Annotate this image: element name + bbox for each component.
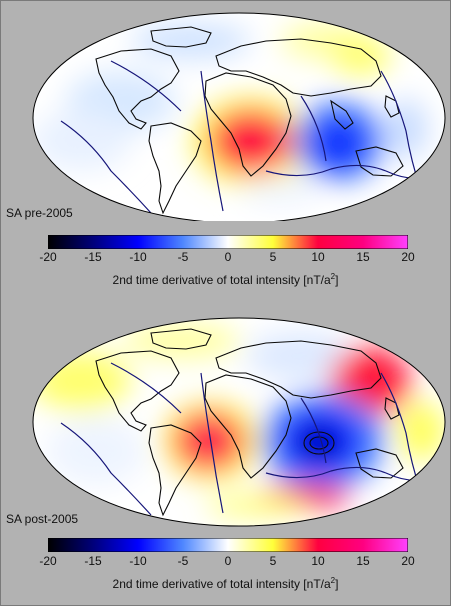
caption-text: 2nd time derivative of total intensity [… [112, 273, 331, 287]
map-pre-2005 [32, 12, 446, 221]
tick-label: 20 [401, 250, 415, 264]
tick-label: 5 [269, 250, 277, 264]
colorbar [47, 537, 409, 553]
tick-label: 0 [224, 250, 232, 264]
caption-superscript: 2 [330, 272, 336, 281]
colorbar-ticks: -20 -15 -10 -5 0 5 10 15 20 [39, 250, 414, 266]
caption-superscript: 2 [330, 576, 336, 585]
tick-label: -10 [129, 554, 147, 568]
panel-post-2005: SA post-2005 [1, 301, 450, 605]
tick-label: 20 [401, 554, 415, 568]
panel-pre-2005: SA pre-2005 [1, 1, 450, 301]
colorbar-gradient [47, 537, 409, 553]
tick-label: -20 [39, 554, 57, 568]
tick-label: 0 [224, 554, 232, 568]
caption-text: 2nd time derivative of total intensity [… [112, 577, 331, 591]
colorbar-caption: 2nd time derivative of total intensity [… [1, 272, 450, 287]
colorbar-ticks: -20 -15 -10 -5 0 5 10 15 20 [39, 554, 414, 570]
tick-label: -5 [177, 250, 189, 264]
caption-tail: ] [335, 273, 339, 287]
colorbar [47, 234, 409, 250]
colorbar-caption: 2nd time derivative of total intensity [… [1, 576, 450, 591]
tick-label: 5 [269, 554, 277, 568]
tick-label: -20 [39, 250, 57, 264]
tick-label: 10 [311, 554, 325, 568]
tick-label: 15 [356, 250, 370, 264]
panel-label: SA post-2005 [6, 512, 79, 526]
caption-tail: ] [335, 577, 339, 591]
colorbar-gradient [47, 234, 409, 250]
tick-label: -15 [84, 250, 102, 264]
tick-label: 15 [356, 554, 370, 568]
map-post-2005 [32, 317, 446, 527]
tick-label: 10 [311, 250, 325, 264]
tick-label: -10 [129, 250, 147, 264]
panel-label: SA pre-2005 [6, 206, 73, 220]
tick-label: -5 [177, 554, 189, 568]
tick-label: -15 [84, 554, 102, 568]
